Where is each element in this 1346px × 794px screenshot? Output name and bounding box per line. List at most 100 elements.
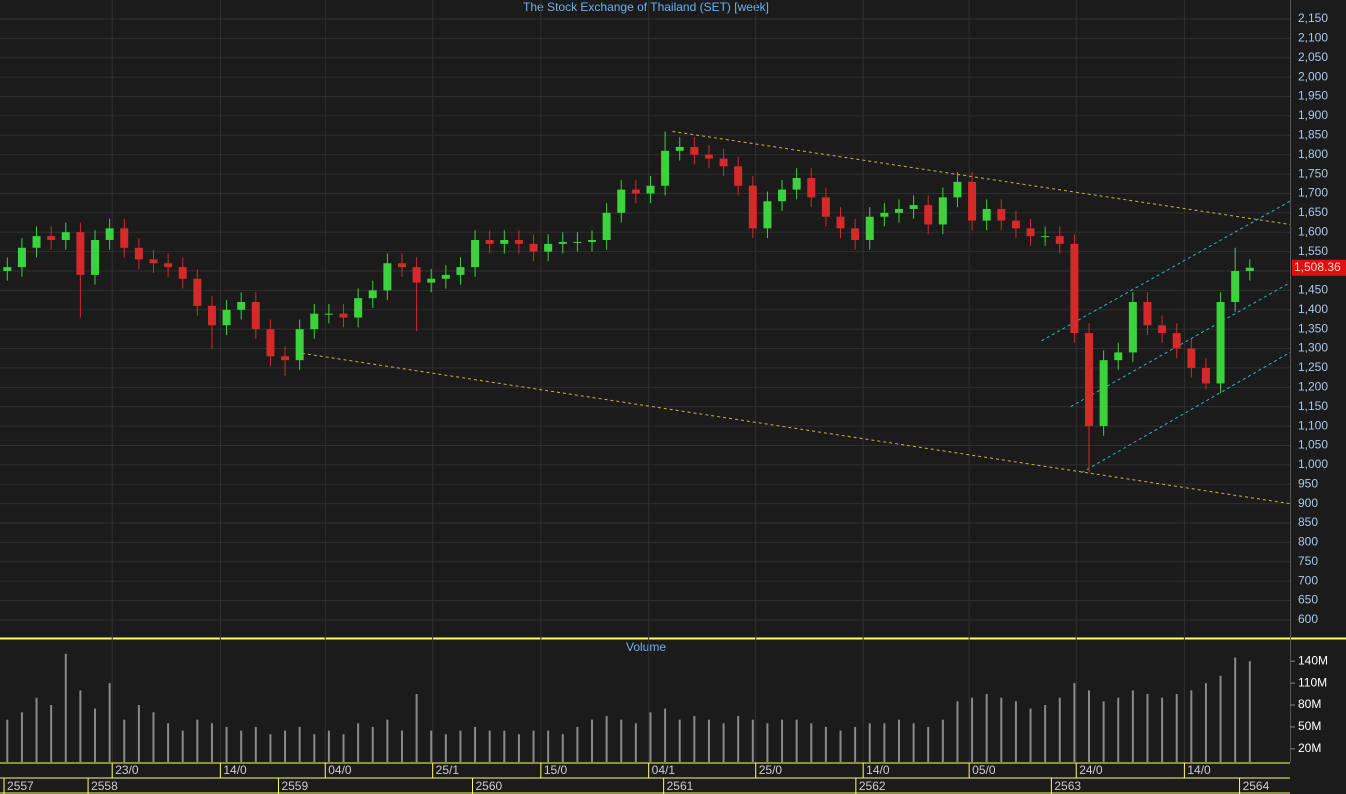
candle-body <box>748 185 757 229</box>
volume-bar <box>854 726 857 762</box>
candle-body <box>514 239 523 244</box>
y-tick-label: 900 <box>1298 496 1318 510</box>
volume-bar <box>342 734 345 762</box>
candle-body <box>719 158 728 167</box>
candle-body <box>894 208 903 213</box>
candle-body <box>1172 333 1181 349</box>
candle-body <box>266 329 275 357</box>
candle-body <box>134 247 143 260</box>
candle-body <box>485 239 494 244</box>
volume-bar <box>1029 708 1032 762</box>
x-tick-label: 15/0 <box>544 763 568 777</box>
candle-body <box>792 177 801 190</box>
volume-bar <box>1088 690 1091 762</box>
candle-body <box>953 181 962 198</box>
y-tick-label: 1,200 <box>1298 379 1328 393</box>
volume-bar <box>591 719 594 762</box>
y-tick-label: 2,050 <box>1298 50 1328 64</box>
y-tick-label: 1,700 <box>1298 186 1328 200</box>
volume-bar <box>371 726 374 762</box>
candle-body <box>1187 348 1196 368</box>
volume-bar <box>123 719 126 762</box>
candle-body <box>368 290 377 299</box>
volume-bar <box>181 730 184 762</box>
volume-bar <box>1014 701 1017 762</box>
y-tick-label: 1,000 <box>1298 457 1328 471</box>
volume-bar <box>1044 705 1047 762</box>
y-tick-label: 80M <box>1298 697 1321 711</box>
volume-bar <box>1175 694 1178 762</box>
y-tick-label: 1,800 <box>1298 147 1328 161</box>
volume-bar <box>751 719 754 762</box>
y-tick-label: 50M <box>1298 719 1321 733</box>
x-tick-label: 14/0 <box>1187 763 1211 777</box>
volume-bar <box>722 723 725 762</box>
volume-bar <box>547 730 550 762</box>
volume-bar <box>94 708 97 762</box>
candle-body <box>836 216 845 229</box>
trend-line <box>1081 351 1291 474</box>
candle-body <box>573 241 582 243</box>
volume-bar <box>1248 661 1251 762</box>
volume-bar <box>1102 701 1105 762</box>
y-tick-label: 800 <box>1298 535 1318 549</box>
y-tick-label: 600 <box>1298 612 1318 626</box>
volume-bar <box>20 712 23 762</box>
y-tick-label: 1,400 <box>1298 302 1328 316</box>
candle-body <box>295 329 304 361</box>
candle-body <box>397 263 406 268</box>
candle-body <box>851 228 860 240</box>
candle-body <box>120 228 129 248</box>
volume-bar <box>985 694 988 762</box>
candle-body <box>427 278 436 283</box>
volume-bar <box>839 730 842 762</box>
x-tick-label: 24/0 <box>1079 763 1103 777</box>
volume-bar <box>313 734 316 762</box>
volume-bar <box>1204 683 1207 762</box>
volume-bar <box>693 715 696 762</box>
volume-bar <box>810 723 813 762</box>
candle-body <box>1231 271 1240 303</box>
candle-body <box>646 185 655 194</box>
y-tick-label: 1,250 <box>1298 360 1328 374</box>
y-tick-label: 1,150 <box>1298 399 1328 413</box>
candle-body <box>602 212 611 240</box>
volume-bar <box>1131 690 1134 762</box>
volume-bar <box>6 719 9 762</box>
y-tick-label: 650 <box>1298 593 1318 607</box>
x-tick-label: 25/1 <box>436 763 460 777</box>
candle-body <box>821 197 830 217</box>
candle-body <box>91 239 100 275</box>
x-tick-label: 05/0 <box>972 763 996 777</box>
volume-bar <box>1161 697 1164 762</box>
volume-bar <box>459 730 462 762</box>
y-tick-label: 1,050 <box>1298 438 1328 452</box>
y-tick-label: 1,950 <box>1298 89 1328 103</box>
candle-body <box>734 166 743 186</box>
y-tick-label: 110M <box>1298 675 1327 689</box>
year-tick-label: 2560 <box>476 779 503 793</box>
y-tick-label: 20M <box>1298 741 1321 755</box>
volume-bar <box>927 726 930 762</box>
candle-body <box>1070 243 1079 334</box>
volume-bar <box>883 723 886 762</box>
candle-body <box>588 239 597 242</box>
volume-bar <box>108 683 111 762</box>
candle-body <box>968 181 977 221</box>
y-tick-label: 1,100 <box>1298 418 1328 432</box>
candle-body <box>1114 352 1123 361</box>
volume-bar <box>254 726 257 762</box>
candle-body <box>32 236 41 248</box>
candle-body <box>441 274 450 279</box>
volume-bar <box>649 712 652 762</box>
volume-bar <box>137 705 140 762</box>
volume-bar <box>561 734 564 762</box>
volume-bar <box>35 697 38 762</box>
candle-body <box>997 208 1006 221</box>
volume-bar <box>1058 697 1061 762</box>
candle-body <box>544 243 553 252</box>
year-tick-label: 2563 <box>1054 779 1081 793</box>
chart-title: The Stock Exchange of Thailand (SET) [we… <box>523 0 769 14</box>
x-tick-label: 04/0 <box>328 763 352 777</box>
